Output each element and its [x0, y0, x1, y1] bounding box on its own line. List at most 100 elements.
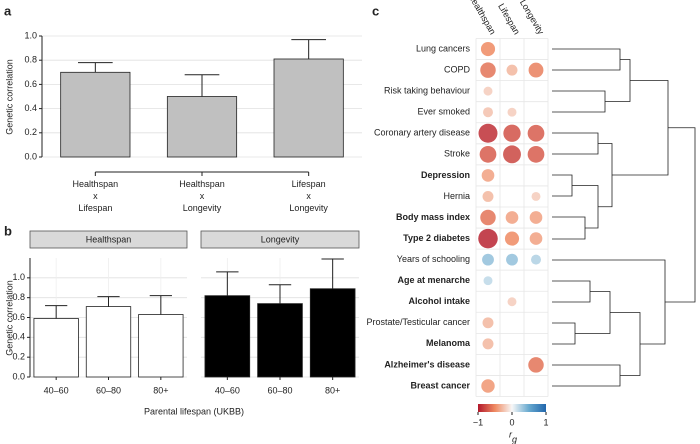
y-tick-label: 0.4	[12, 332, 25, 342]
panel-label: a	[4, 3, 12, 18]
column-label: Lifespan	[496, 2, 522, 36]
dot	[505, 211, 519, 224]
panel-label: b	[4, 223, 12, 238]
y-tick-label: 1.0	[24, 30, 37, 40]
y-tick-label: 0.6	[12, 312, 25, 322]
y-tick-label: 0.8	[12, 292, 25, 302]
y-tick-label: 0.2	[12, 352, 25, 362]
column-label: Longevity	[518, 0, 546, 37]
row-label: Melanoma	[426, 338, 471, 348]
row-label: COPD	[444, 64, 471, 74]
dot	[480, 209, 496, 226]
y-tick-label: 0.4	[24, 103, 37, 113]
x-tick-label: Healthspan x Longevity	[179, 179, 225, 213]
dot	[507, 297, 517, 307]
x-tick-label: 80+	[325, 385, 340, 395]
bar	[257, 303, 303, 378]
row-label: Alcohol intake	[408, 296, 470, 306]
bar	[33, 318, 79, 378]
x-tick-line: Longevity	[183, 203, 222, 213]
row-label: Type 2 diabetes	[403, 233, 470, 243]
dendrogram	[552, 48, 696, 387]
x-tick-line: Lifespan	[78, 203, 112, 213]
bar	[60, 71, 131, 158]
y-tick-label: 0.6	[24, 79, 37, 89]
y-axis-label: Genetic correlation	[4, 59, 14, 135]
panel-label: c	[372, 3, 379, 18]
row-label: Prostate/Testicular cancer	[366, 317, 470, 327]
facet-label: Longevity	[261, 234, 300, 244]
colorbar-tick-label: 0	[509, 417, 514, 427]
x-tick-label: Healthspan x Lifespan	[73, 179, 119, 213]
colorbar	[478, 404, 546, 412]
colorbar-tick-label: 1	[543, 417, 548, 427]
bar	[204, 295, 251, 378]
bar	[309, 288, 356, 378]
row-label: Hernia	[443, 191, 470, 201]
row-label: Coronary artery disease	[374, 128, 470, 138]
x-tick-label: Lifespan x Longevity	[289, 179, 328, 213]
x-tick-label: 40–60	[215, 385, 240, 395]
y-tick-label: 0.0	[24, 151, 37, 161]
dot	[531, 254, 541, 265]
x-tick-line: Healthspan	[179, 179, 225, 189]
facet-label: Healthspan	[86, 234, 132, 244]
row-label: Stroke	[444, 149, 470, 159]
x-tick-line: Healthspan	[73, 179, 119, 189]
column-label: Healthspan	[466, 0, 497, 36]
dot	[527, 124, 545, 142]
dot	[528, 357, 544, 373]
x-tick-label: 80+	[153, 385, 168, 395]
row-label: Risk taking behaviour	[384, 86, 470, 96]
dot	[529, 232, 543, 245]
bar	[85, 306, 132, 378]
dot	[482, 338, 494, 350]
row-label: Depression	[421, 170, 470, 180]
x-tick-label: 60–80	[96, 385, 121, 395]
dot	[481, 379, 495, 393]
dot	[480, 62, 496, 78]
colorbar-label-sub: g	[512, 434, 517, 444]
x-tick-line: x	[200, 191, 205, 201]
y-tick-label: 0.8	[24, 55, 37, 65]
dot	[478, 123, 498, 143]
x-tick-line: x	[93, 191, 98, 201]
bar	[166, 96, 238, 158]
dot	[528, 62, 544, 78]
x-tick-line: Longevity	[289, 203, 328, 213]
row-label: Breast cancer	[410, 380, 470, 390]
colorbar-label: r	[509, 429, 513, 439]
dot	[483, 276, 493, 286]
dot	[503, 124, 521, 142]
dot	[481, 169, 495, 182]
dot	[507, 107, 517, 117]
dot	[482, 317, 494, 329]
dot	[480, 41, 496, 57]
x-tick-line: x	[306, 191, 311, 201]
dot	[478, 228, 498, 249]
dot	[529, 211, 543, 224]
row-label: Age at menarche	[397, 275, 470, 285]
dot	[483, 107, 493, 118]
row-label: Alzheimer's disease	[384, 359, 470, 369]
dot	[482, 253, 494, 266]
row-label: Ever smoked	[417, 107, 470, 117]
x-axis-label: Parental lifespan (UKBB)	[144, 406, 244, 416]
y-axis-label: Genetic correlation	[4, 280, 14, 356]
dot	[479, 145, 497, 163]
row-label: Body mass index	[396, 212, 470, 222]
y-tick-label: 0.2	[24, 127, 37, 137]
bar	[273, 58, 344, 158]
dot	[506, 64, 518, 76]
facet-strip	[29, 230, 188, 249]
dot	[483, 86, 493, 96]
dot	[504, 231, 520, 246]
x-tick-line: Lifespan	[292, 179, 326, 189]
x-tick-label: 60–80	[267, 385, 292, 395]
row-label: Years of schooling	[397, 254, 470, 264]
facet-strip	[200, 230, 360, 249]
x-tick-label: 40–60	[44, 385, 69, 395]
dot	[503, 145, 521, 164]
